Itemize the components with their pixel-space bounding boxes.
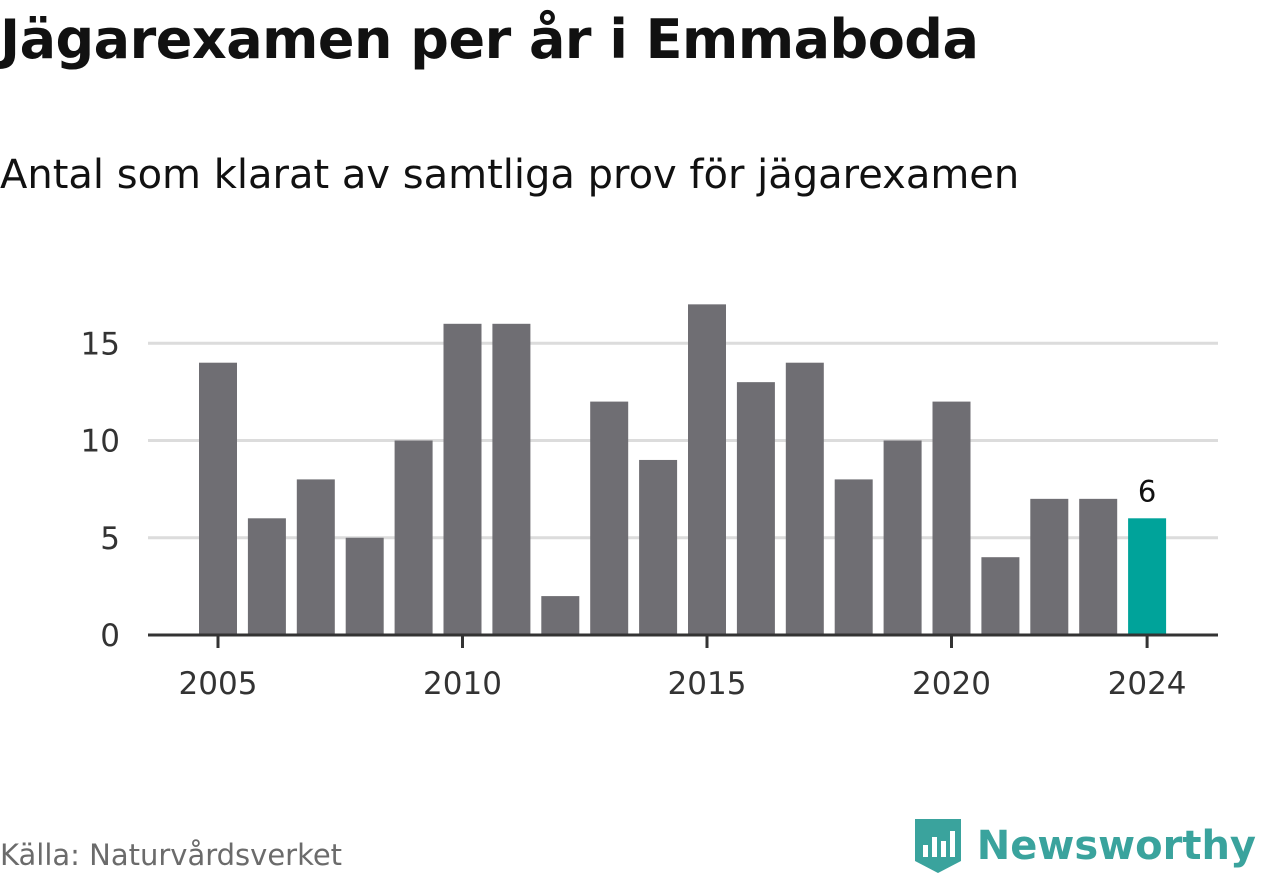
- source-text: Källa: Naturvårdsverket: [0, 838, 343, 872]
- x-tick-label: 2020: [912, 666, 991, 702]
- bar-2023: [1079, 498, 1118, 635]
- bar-2019: [883, 440, 922, 635]
- bar-2021: [981, 557, 1020, 635]
- y-tick-label: 10: [81, 424, 120, 460]
- x-axis: [148, 633, 1218, 648]
- bar-2007: [296, 479, 335, 635]
- y-tick-label: 15: [81, 326, 120, 362]
- bar-2009: [394, 440, 433, 635]
- bar-2014: [639, 459, 678, 635]
- brand: Newsworthy: [913, 817, 1256, 875]
- bar-2017: [785, 362, 824, 635]
- bars: [199, 304, 1167, 635]
- data-labels: 6: [1138, 474, 1156, 508]
- bar-2020: [932, 401, 971, 635]
- bar-2006: [247, 518, 286, 635]
- bar-2016: [736, 382, 775, 635]
- chart-subtitle: Antal som klarat av samtliga prov för jä…: [0, 152, 1020, 198]
- bar-2005: [199, 362, 237, 635]
- bar-2011: [492, 323, 531, 635]
- bar-2013: [590, 401, 629, 635]
- data-label: 6: [1138, 474, 1156, 508]
- y-axis-labels: 0 5 10 15: [81, 326, 120, 654]
- bar-2012: [541, 596, 580, 635]
- y-tick-label: 0: [100, 618, 120, 654]
- x-tick-label: 2010: [423, 666, 502, 702]
- newsworthy-logo-icon: [914, 819, 961, 873]
- brand-name: Newsworthy: [976, 823, 1256, 869]
- bar-2015: [688, 304, 726, 635]
- x-tick-label: 2015: [668, 666, 747, 702]
- bar-2024: [1128, 518, 1167, 635]
- x-axis-labels: 2005 2010 2015 2020 2024: [179, 666, 1187, 702]
- x-tick-label: 2024: [1108, 666, 1187, 702]
- bar-2008: [345, 537, 384, 635]
- bar-2010: [443, 323, 482, 635]
- bar-2022: [1030, 498, 1069, 635]
- y-tick-label: 5: [100, 521, 120, 557]
- x-tick-label: 2005: [179, 666, 258, 702]
- bar-2018: [834, 479, 873, 635]
- chart-title: Jägarexamen per år i Emmaboda: [0, 8, 979, 71]
